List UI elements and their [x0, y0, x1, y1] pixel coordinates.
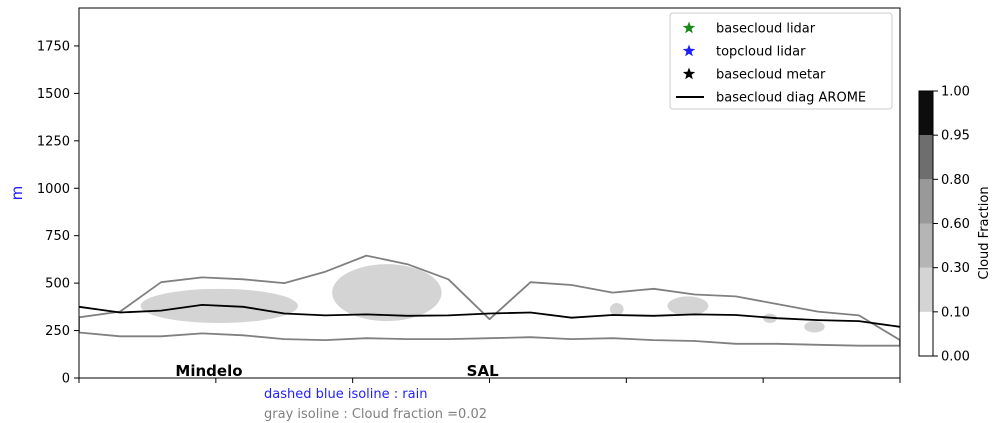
cloud-shaded-region-1 — [332, 264, 442, 322]
colorbar-segment — [919, 267, 933, 312]
colorbar-segment — [919, 223, 933, 268]
colorbar-segment — [919, 91, 933, 136]
legend-star-icon — [682, 67, 696, 80]
y-axis: 0 250 500 750 1000 1250 1500 1750 — [37, 39, 79, 387]
colorbar-tick-label: 0.60 — [941, 217, 970, 232]
cloud-fraction-isoline — [79, 254, 900, 347]
rain-note: dashed blue isoline : rain — [264, 387, 427, 402]
colorbar-label: Cloud Fraction — [977, 186, 992, 279]
y-tick-label: 250 — [45, 324, 70, 339]
legend-star-icon — [682, 21, 696, 34]
legend-entry-label: basecloud lidar — [716, 22, 816, 37]
cloud-fraction-layer — [79, 254, 900, 347]
colorbar-tick-label: 1.00 — [941, 85, 970, 100]
legend-star-icon — [682, 44, 696, 57]
colorbar-segment — [919, 135, 933, 180]
colorbar: 0.00 0.10 0.30 0.60 0.80 0.95 1.00 — [918, 85, 970, 365]
colorbar-tick-label: 0.00 — [941, 350, 970, 365]
y-tick-label: 750 — [45, 229, 70, 244]
y-tick-label: 1750 — [37, 39, 70, 54]
legend: basecloud lidar topcloud lidar basecloud m… — [669, 12, 893, 110]
legend-box — [669, 12, 893, 110]
place-label-mindelo: Mindelo — [175, 362, 242, 380]
series-layer — [79, 303, 900, 328]
y-tick-label: 1250 — [37, 134, 70, 149]
colorbar-tick-label: 0.30 — [941, 261, 970, 276]
cloud-shaded-region-2 — [609, 303, 624, 316]
legend-entry-label: basecloud diag AROME — [716, 91, 866, 106]
colorbar-tick-label: 0.95 — [941, 129, 970, 144]
legend-entry-label: basecloud metar — [716, 68, 826, 83]
places-layer: Mindelo SAL — [175, 362, 499, 380]
series-line-basecloud-diag-arome — [79, 303, 900, 328]
colorbar-segment — [919, 311, 933, 356]
cloud-shaded-region-3 — [667, 296, 709, 316]
y-tick-label: 1500 — [37, 87, 70, 102]
place-label-sal: SAL — [467, 362, 499, 380]
legend-entry-label: topcloud lidar — [716, 45, 806, 60]
colorbar-tick-label: 0.80 — [941, 173, 970, 188]
cloud-shaded-region-5 — [804, 321, 825, 333]
y-axis-label: m — [8, 186, 26, 201]
x-axis — [78, 378, 901, 383]
y-tick-label: 500 — [45, 277, 70, 292]
y-tick-label: 1000 — [37, 182, 70, 197]
colorbar-segment — [919, 179, 933, 224]
cloud-note: gray isoline : Cloud fraction =0.02 — [264, 407, 487, 422]
colorbar-tick-label: 0.10 — [941, 305, 970, 320]
y-tick-label: 0 — [62, 372, 70, 387]
